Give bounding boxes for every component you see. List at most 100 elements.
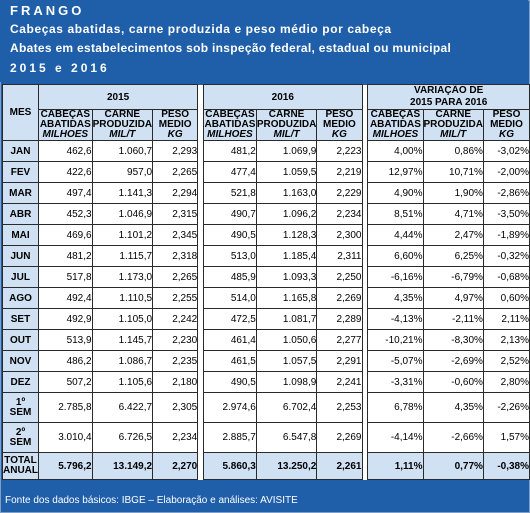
table-cell: 6.702,4 (255, 392, 318, 423)
table-cell: 2,13% (482, 329, 530, 351)
table-row: JUL 517,8 1.173,0 2,265 485,9 1.093,3 2,250 -6,… (2, 266, 530, 288)
row-label-text: JUN (10, 250, 31, 262)
table-cell: 2,47% (422, 224, 484, 246)
table-cell: 469,6 (38, 224, 93, 246)
row-label: 2º SEM (2, 422, 39, 453)
table-cell: 1.098,9 (255, 371, 318, 393)
table-cell: 1.046,9 (91, 203, 154, 225)
table-cell: 2,269 (316, 422, 363, 453)
table-cell: 1.050,6 (255, 329, 318, 351)
table-cell: -6,79% (422, 266, 484, 288)
col-header-text: CABEÇAS (370, 109, 421, 120)
table-cell: -0,32% (482, 245, 530, 267)
row-label: OUT (2, 329, 39, 351)
col-header-text: PRODUZIDA (256, 119, 317, 130)
table-cell: 2,269 (316, 287, 363, 309)
row-label: JUL (2, 266, 39, 288)
table-cell: 1.141,3 (91, 182, 154, 204)
table-cell: 4,71% (422, 203, 484, 225)
header-mes: MES (2, 84, 39, 141)
table-cell: 2,11% (482, 308, 530, 330)
col-header-text: MEDIO (490, 119, 523, 130)
semester-row: 1º SEM 2.785,8 6.422,7 2,305 2.974,6 6.702,4 2,… (2, 392, 530, 423)
table-cell: -0,68% (482, 266, 530, 288)
table-cell: 462,6 (38, 140, 93, 162)
table-cell: 1.086,7 (91, 350, 154, 372)
table-cell: 2,345 (152, 224, 199, 246)
table-cell: 4,00% (367, 140, 424, 162)
row-label: AGO (2, 287, 39, 309)
table-cell: -0,60% (422, 371, 484, 393)
table-cell: 957,0 (91, 161, 154, 183)
table-cell: -2,26% (482, 392, 530, 423)
col-header-2016-3: PESO MEDIO KG (316, 109, 363, 141)
table-cell: 2,229 (316, 182, 363, 204)
row-label: DEZ (2, 371, 39, 393)
table-cell: 2,277 (316, 329, 363, 351)
table-cell: 2,230 (152, 329, 199, 351)
col-header-text: CARNE (435, 109, 471, 120)
title-product: FRANGO (10, 3, 85, 18)
title-description: Cabeças abatidas, carne produzida e peso… (10, 22, 392, 36)
table-cell: 2,253 (316, 392, 363, 423)
table-cell: 1.093,3 (255, 266, 318, 288)
table-cell: -2,66% (422, 422, 484, 453)
total-row: TOTAL ANUAL 5.796,2 13.149,2 2,270 5.860,3 13.… (2, 452, 530, 480)
table-cell: -6,16% (367, 266, 424, 288)
table-cell: 1,11% (367, 452, 424, 480)
col-header-text: CARNE (104, 109, 141, 120)
table-row: ABR 452,3 1.046,9 2,315 490,7 1.096,2 2,234 8,5… (2, 203, 530, 225)
row-label-text: MAI (11, 229, 30, 241)
table-cell: 4,44% (367, 224, 424, 246)
table-cell: 10,71% (422, 161, 484, 183)
table-cell: 0,77% (422, 452, 484, 480)
table-cell: 4,97% (422, 287, 484, 309)
row-label-text: DEZ (10, 376, 31, 388)
table-cell: 461,4 (203, 329, 257, 351)
row-label-text: AGO (9, 292, 32, 304)
table-cell: 452,3 (38, 203, 93, 225)
table-cell: 6.726,5 (91, 422, 154, 453)
table-cell: 1.060,7 (91, 140, 154, 162)
table-cell: -4,13% (367, 308, 424, 330)
source-footer: Fonte dos dados básicos: IBGE – Elaboraç… (5, 495, 298, 506)
table-cell: 513,9 (38, 329, 93, 351)
table-cell: -3,02% (482, 140, 530, 162)
col-header-unit: KG (331, 129, 347, 140)
table-cell: 1,90% (422, 182, 484, 204)
semester-row: 2º SEM 3.010,4 6.726,5 2,234 2.885,7 6.547,8 2,… (2, 422, 530, 453)
table-cell: 2,265 (152, 161, 199, 183)
table-cell: 422,6 (38, 161, 93, 183)
row-label-text: SEM (9, 436, 32, 448)
row-label-text: ANUAL (3, 465, 38, 476)
table-cell: 497,4 (38, 182, 93, 204)
header-year-2015: 2015 (37, 84, 199, 110)
row-label: MAR (2, 182, 39, 204)
table-cell: 2,294 (152, 182, 199, 204)
col-header-text: MEDIO (158, 119, 192, 130)
table-cell: 481,2 (38, 245, 93, 267)
table-cell: -4,14% (367, 422, 424, 453)
row-label-text: JUL (11, 271, 30, 283)
row-label: JAN (2, 140, 39, 162)
col-header-variation-1: CABEÇAS ABATIDAS MILHOES (367, 109, 424, 141)
table-cell: 2,315 (152, 203, 199, 225)
table-cell: -2,86% (482, 182, 530, 204)
col-header-text: PRODUZIDA (423, 119, 483, 130)
row-label: JUN (2, 245, 39, 267)
table-row: JAN 462,6 1.060,7 2,293 481,2 1.069,9 2,223 4,0… (2, 140, 530, 162)
table-cell: 2,305 (152, 392, 199, 423)
table-cell: 1.096,2 (255, 203, 318, 225)
table-cell: 2,234 (152, 422, 199, 453)
table-row: OUT 513,9 1.145,7 2,230 461,4 1.050,6 2,277 -10… (2, 329, 530, 351)
table-cell: 2,318 (152, 245, 199, 267)
table-cell: -2,00% (482, 161, 530, 183)
col-header-text: MEDIO (323, 119, 356, 130)
row-label-text: ABR (9, 208, 32, 220)
table-cell: 13.149,2 (91, 452, 154, 480)
table-cell: 13.250,2 (255, 452, 318, 480)
col-header-variation-2: CARNE PRODUZIDA MIL/T (422, 109, 484, 141)
row-label: ABR (2, 203, 39, 225)
col-header-unit: MIL/T (440, 129, 467, 140)
row-label-text: FEV (10, 166, 31, 178)
